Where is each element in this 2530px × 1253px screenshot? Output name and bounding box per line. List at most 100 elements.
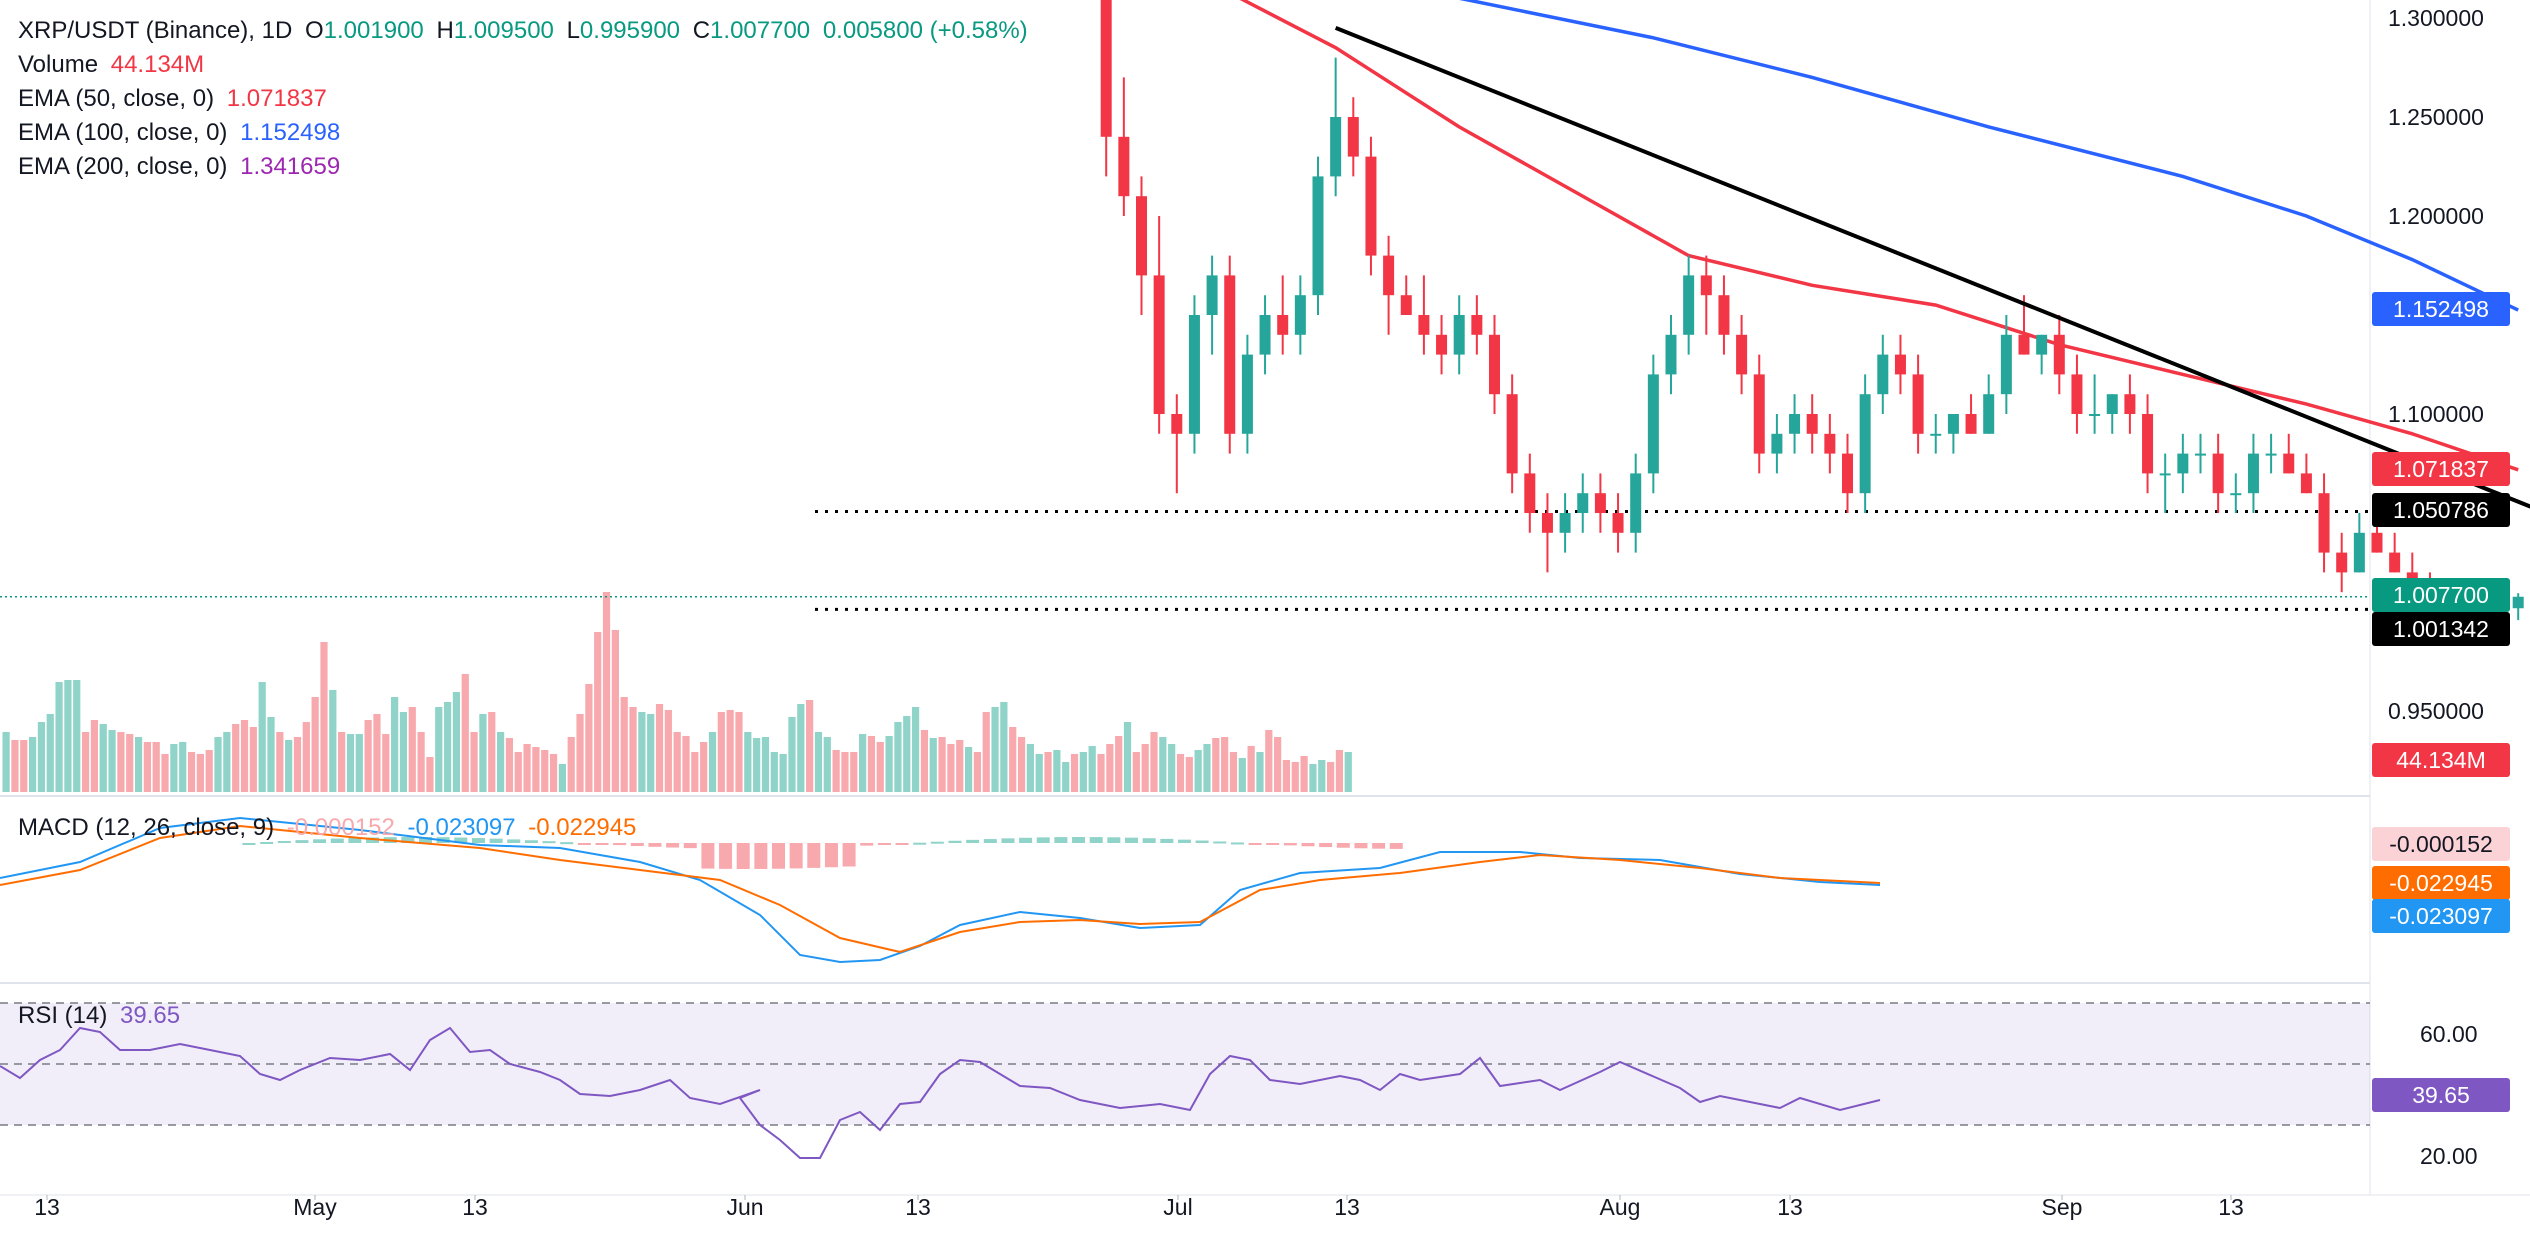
- macd-hist-bar: [1142, 838, 1156, 843]
- rsi-badge: 39.65: [2372, 1078, 2510, 1112]
- macd-hist-bar: [1354, 843, 1368, 849]
- volume-bar: [1256, 752, 1264, 792]
- volume-bar: [1106, 744, 1114, 792]
- volume-bar: [479, 714, 487, 792]
- candle-body: [1453, 315, 1465, 355]
- volume-bar: [1070, 754, 1079, 792]
- volume-bar: [117, 732, 125, 792]
- volume-bar: [99, 724, 107, 792]
- svg-text:-0.023097: -0.023097: [2389, 903, 2493, 929]
- svg-text:39.65: 39.65: [2412, 1082, 2470, 1108]
- macd-hist-bar: [1372, 843, 1386, 849]
- candle-body: [2142, 414, 2154, 474]
- ema50-line: [1239, 0, 2519, 472]
- macd-hist-bar: [842, 843, 856, 867]
- volume-bar: [338, 732, 346, 792]
- volume-bar: [1212, 738, 1220, 792]
- volume-bar: [1176, 754, 1185, 792]
- macd-hist-bar: [366, 837, 380, 843]
- candle-body: [1541, 513, 1553, 533]
- volume-bar: [770, 752, 778, 792]
- volume-bar: [655, 704, 664, 792]
- candle-body: [2177, 453, 2189, 474]
- macd-signal-badge: -0.022945: [2372, 866, 2510, 900]
- ema100-line: [1459, 0, 2519, 312]
- svg-text:1.050786: 1.050786: [2393, 497, 2489, 523]
- descending-trendline[interactable]: [1334, 26, 2530, 672]
- candle-body: [1700, 275, 1712, 296]
- candle-body: [1153, 275, 1165, 414]
- rsi-legend: RSI (14) 39.65: [18, 999, 186, 1033]
- volume-bar: [532, 747, 540, 792]
- candle-body: [2512, 596, 2524, 609]
- candle-body: [2283, 453, 2295, 474]
- candle-body: [2124, 394, 2136, 414]
- volume-bar: [258, 682, 266, 792]
- volume-bar: [788, 717, 796, 792]
- volume-bar: [744, 732, 752, 792]
- macd-hist-bar: [577, 843, 591, 845]
- volume-bar: [735, 712, 743, 792]
- volume-bar: [391, 697, 399, 792]
- macd-hist-bar: [454, 837, 468, 843]
- macd-hist-bar: [1319, 843, 1333, 848]
- macd-hist-bar: [736, 843, 750, 869]
- macd-hist-bar: [524, 840, 538, 843]
- candle-body: [1577, 493, 1589, 513]
- volume-bar: [1282, 760, 1291, 792]
- ema100-legend: EMA (100, close, 0) 1.152498: [18, 116, 346, 150]
- macd-hist-bar: [754, 843, 768, 869]
- volume-bar: [152, 742, 160, 792]
- macd-hist-bar: [648, 843, 662, 847]
- macd-hist-bar: [930, 841, 944, 844]
- volume-bar: [797, 704, 805, 792]
- volume-bar: [81, 732, 90, 792]
- volume-bar: [911, 707, 920, 792]
- volume-bar: [276, 732, 284, 792]
- volume-bar: [285, 740, 293, 792]
- volume-bar: [1115, 736, 1123, 792]
- macd-hist-bar: [1125, 837, 1138, 843]
- macd-hist-bar: [330, 838, 344, 843]
- high-value: 1.009500: [453, 17, 554, 44]
- volume-bar: [867, 736, 876, 792]
- volume-bar: [28, 737, 37, 792]
- volume-bar: [611, 630, 619, 792]
- volume-bar: [426, 757, 434, 792]
- macd-hist-bar: [242, 843, 256, 845]
- price-tick-label: 1.200000: [2388, 203, 2484, 229]
- volume-bar: [161, 754, 169, 792]
- volume-bar: [452, 692, 461, 792]
- volume-bar: [214, 737, 222, 792]
- candle-body: [1436, 334, 1448, 355]
- volume-bar: [726, 710, 734, 792]
- candle-body: [1506, 394, 1518, 474]
- volume-bar: [1265, 730, 1273, 792]
- macd-hist-bar: [1019, 837, 1033, 843]
- candle-body: [1877, 354, 1889, 395]
- volume-bar: [1053, 750, 1061, 792]
- volume-bar: [444, 702, 452, 792]
- volume-bar: [832, 750, 840, 792]
- ema50-price-badge: 1.071837: [2372, 452, 2510, 486]
- volume-badge: 44.134M: [2372, 743, 2510, 777]
- volume-bar: [541, 750, 549, 792]
- volume-bar: [37, 722, 46, 792]
- volume-bar: [947, 744, 955, 792]
- macd-hist-bar: [983, 839, 997, 843]
- price-tick-label: 1.250000: [2388, 104, 2484, 130]
- macd-hist-bar: [560, 842, 574, 845]
- candle-body: [1294, 295, 1306, 335]
- volume-bar: [1035, 754, 1043, 792]
- svg-text:1.007700: 1.007700: [2393, 582, 2489, 608]
- macd-hist-bar: [772, 843, 785, 869]
- candle-body: [1665, 334, 1677, 375]
- volume-bar: [673, 732, 681, 792]
- macd-hist-bar: [313, 839, 327, 843]
- candle-body: [1683, 275, 1695, 335]
- volume-bar: [1247, 746, 1255, 792]
- high-label: H: [436, 17, 454, 44]
- candle-body: [1859, 394, 1871, 494]
- ema50-label: EMA (50, close, 0): [18, 85, 215, 112]
